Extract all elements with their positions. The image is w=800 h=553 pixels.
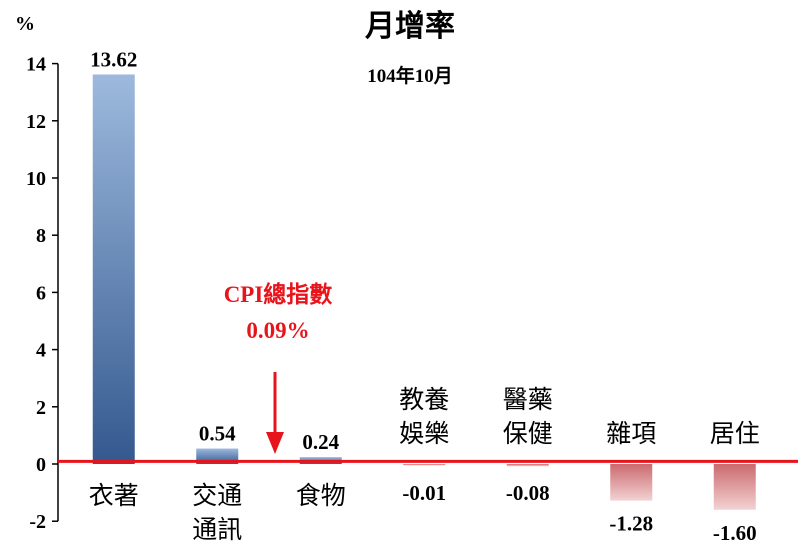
x-category-label: 娛樂 (399, 419, 449, 448)
bar (92, 74, 135, 464)
cpi-arrow-head-icon (266, 432, 284, 454)
chart-subtitle: 104年10月 (367, 64, 453, 87)
y-tick-label: 2 (36, 397, 46, 419)
y-axis: -2 0 2 4 6 8 10 12 14 (26, 54, 59, 533)
x-category-label: 居住 (710, 419, 760, 448)
bar (506, 464, 549, 467)
bar (610, 464, 653, 501)
y-tick-label: 12 (26, 111, 46, 133)
x-category-label: 教養 (399, 385, 449, 414)
bars-group (92, 74, 756, 510)
x-category-label: 衣著 (89, 481, 139, 510)
y-tick-label: 4 (36, 340, 46, 362)
cpi-annotation-name: CPI總指數 (224, 281, 333, 307)
value-labels-group: 13.62 0.54 0.24 -0.01 -0.08 -1.28 -1.60 (90, 47, 757, 544)
bar (403, 464, 446, 466)
x-category-label: 雜項 (606, 419, 656, 448)
x-category-label: 通訊 (192, 515, 242, 544)
x-category-label: 交通 (192, 481, 242, 510)
data-label: -0.01 (402, 481, 446, 505)
data-label: -0.08 (506, 481, 550, 505)
x-category-label: 保健 (503, 419, 553, 448)
chart-title: 月增率 (365, 9, 455, 44)
x-category-label: 食物 (296, 481, 346, 510)
y-tick-label: 8 (36, 225, 46, 247)
y-tick-label: 6 (36, 282, 46, 304)
y-tick-label: 14 (26, 54, 46, 76)
bar (713, 464, 756, 510)
data-label: -1.60 (713, 521, 757, 545)
data-label: 0.24 (302, 430, 339, 454)
x-category-label: 醫藥 (503, 385, 553, 414)
data-label: -1.28 (609, 512, 653, 536)
y-tick-label: -2 (29, 511, 46, 533)
data-label: 13.62 (90, 47, 137, 71)
y-tick-label: 10 (26, 168, 46, 190)
y-axis-unit-label: % (15, 13, 35, 35)
y-tick-label: 0 (36, 454, 46, 476)
data-label: 0.54 (199, 422, 236, 446)
cpi-annotation-value: 0.09% (246, 318, 309, 343)
